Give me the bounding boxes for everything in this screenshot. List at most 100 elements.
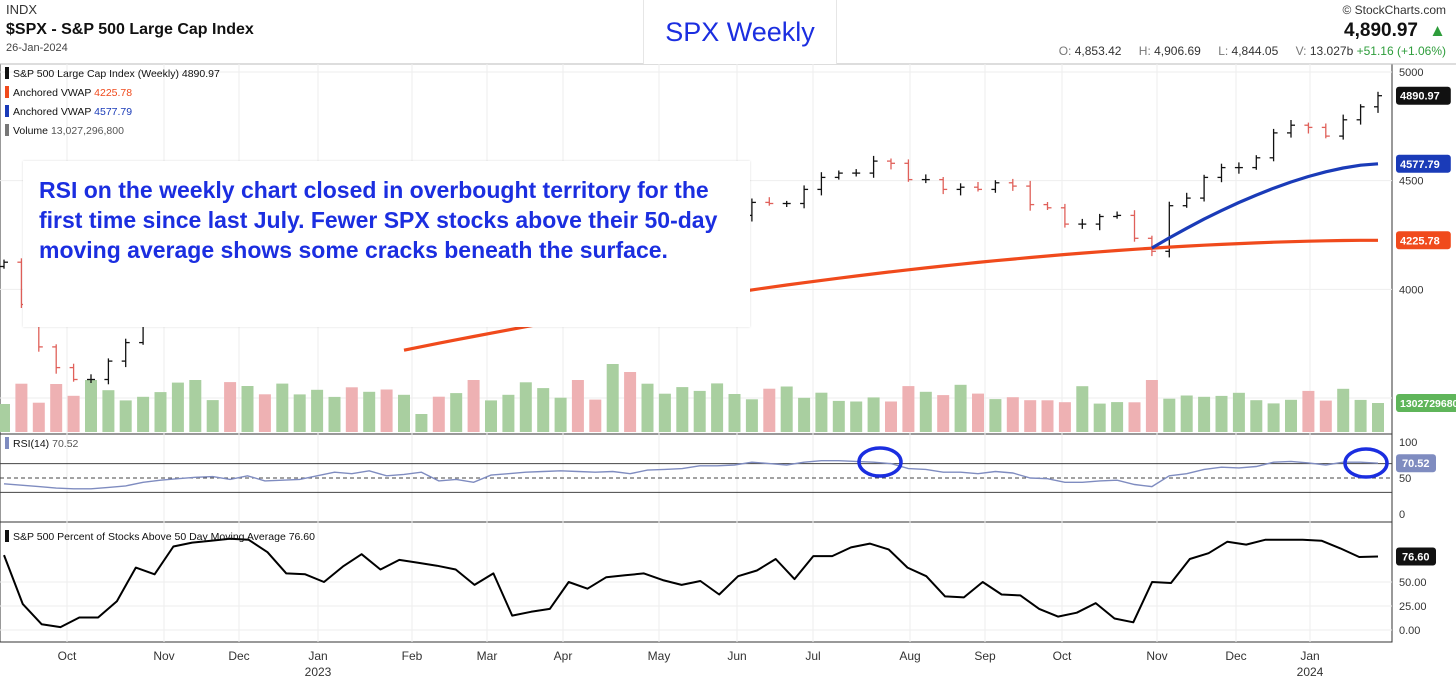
legend-vwap2-value: 4577.79 xyxy=(94,106,133,118)
volume-bar xyxy=(137,396,150,432)
volume-bar xyxy=(745,399,758,432)
volume-label: V: xyxy=(1295,44,1307,58)
volume-bar xyxy=(154,392,167,432)
vwap2-callout-bg xyxy=(1396,154,1451,173)
low-value: 4,844.05 xyxy=(1231,44,1279,58)
exchange-label: INDX xyxy=(6,2,38,17)
volume-bar xyxy=(885,401,897,432)
vwap1-callout: 4225.78 xyxy=(1400,235,1440,247)
volume-bar xyxy=(711,383,724,432)
volume-bar xyxy=(606,364,619,432)
volume-bar xyxy=(363,391,376,432)
x-axis-label: Nov xyxy=(1146,649,1167,663)
volume-bar xyxy=(1024,400,1037,432)
volume-bar xyxy=(1302,390,1315,432)
volume-bar xyxy=(1145,380,1158,432)
volume-bar xyxy=(1354,399,1367,432)
legend-breadth-label: S&P 500 Percent of Stocks Above 50 Day M… xyxy=(13,531,286,543)
volume-bar xyxy=(293,394,306,432)
legend-rsi: RSI(14) 70.52 xyxy=(5,437,78,450)
volume-bar xyxy=(328,396,341,432)
rsi-callout: 70.52 xyxy=(1402,458,1430,470)
high-label: H: xyxy=(1138,44,1151,58)
change-value: +51.16 (+1.06%) xyxy=(1356,44,1446,58)
volume-bar xyxy=(1128,402,1141,432)
volume-bar xyxy=(241,386,254,432)
x-axis-year-label: 2024 xyxy=(1297,665,1324,679)
legend-rsi-label: RSI(14) xyxy=(13,438,50,450)
legend-vwap2: Anchored VWAP 4577.79 xyxy=(5,105,132,118)
legend-price-swatch xyxy=(5,67,9,79)
volume-callout: 13027296800 xyxy=(1400,398,1456,410)
stockcharts-logo[interactable]: © StockCharts.com xyxy=(1342,3,1446,17)
volume-bar xyxy=(206,400,219,432)
last-price: 4,890.97 xyxy=(1344,20,1418,41)
x-axis-label: Apr xyxy=(554,649,573,663)
legend-breadth-value: 76.60 xyxy=(288,531,315,543)
volume-bar xyxy=(658,393,671,432)
chart-title-box: SPX Weekly xyxy=(643,0,837,64)
volume-bar xyxy=(554,397,567,432)
volume-bar xyxy=(119,400,132,432)
volume-bar xyxy=(67,395,80,432)
volume-bar xyxy=(641,383,654,432)
volume-bar xyxy=(15,383,28,432)
x-axis-label: Sep xyxy=(974,649,996,663)
x-axis-label: Jan xyxy=(1300,649,1319,663)
volume-bar xyxy=(50,384,63,432)
volume-bar xyxy=(432,396,445,432)
volume-bar xyxy=(850,401,863,432)
volume-bar xyxy=(1319,400,1332,432)
price-axis-label: 4500 xyxy=(1399,176,1423,188)
x-axis-label: Dec xyxy=(228,649,249,663)
legend-rsi-swatch xyxy=(5,437,9,449)
x-axis-label: Jul xyxy=(805,649,820,663)
volume-bar xyxy=(693,390,706,432)
volume-bar xyxy=(919,391,932,432)
ohlc-readout: O: 4,853.42 H: 4,906.69 L: 4,844.05 V: 1… xyxy=(1045,44,1446,58)
volume-callout-bg xyxy=(1396,394,1456,412)
vwap1-callout-bg xyxy=(1396,231,1451,250)
volume-bar xyxy=(1180,395,1193,432)
breadth-axis-label: 50.00 xyxy=(1399,577,1427,589)
x-axis-year-label: 2023 xyxy=(305,665,332,679)
volume-bar xyxy=(398,394,410,432)
volume-bar xyxy=(1163,398,1176,432)
volume-bar xyxy=(867,397,880,432)
legend-price: S&P 500 Large Cap Index (Weekly) 4890.97 xyxy=(5,67,220,80)
legend-breadth: S&P 500 Percent of Stocks Above 50 Day M… xyxy=(5,530,315,543)
chart-date: 26-Jan-2024 xyxy=(6,42,68,54)
volume-bar xyxy=(798,397,811,432)
volume-bar xyxy=(345,387,358,432)
annotation-box: RSI on the weekly chart closed in overbo… xyxy=(23,161,750,327)
volume-bar xyxy=(1285,399,1297,432)
volume-bar xyxy=(676,387,689,432)
open-value: 4,853.42 xyxy=(1074,44,1122,58)
price-axis-label: 5000 xyxy=(1399,67,1423,79)
x-axis-label: Dec xyxy=(1225,649,1246,663)
breadth-axis-label: 25.00 xyxy=(1399,601,1427,613)
legend-volume-value: 13,027,296,800 xyxy=(50,125,124,137)
rsi-axis-label: 100 xyxy=(1399,437,1417,449)
legend-volume-label: Volume xyxy=(13,125,49,137)
volume-bar xyxy=(1232,392,1245,432)
x-axis-label: Jun xyxy=(727,649,746,663)
volume-bar xyxy=(519,382,532,432)
volume-bar xyxy=(1111,402,1124,432)
rsi-callout-bg xyxy=(1396,454,1436,473)
volume-bar xyxy=(258,394,271,432)
volume-bar xyxy=(1076,386,1089,432)
low-label: L: xyxy=(1218,44,1229,58)
volume-bar xyxy=(937,395,950,432)
legend-price-text: S&P 500 Large Cap Index (Weekly) 4890.97 xyxy=(13,68,220,80)
volume-bar xyxy=(624,372,637,432)
rsi-line xyxy=(3,460,1379,490)
breadth-callout: 76.60 xyxy=(1402,551,1430,563)
high-value: 4,906.69 xyxy=(1154,44,1201,58)
x-axis-label: Oct xyxy=(58,649,77,663)
rsi-axis-label: 0 xyxy=(1399,509,1405,521)
x-axis-label: Feb xyxy=(402,649,423,663)
volume-bar xyxy=(1215,395,1228,432)
volume-bar xyxy=(415,414,428,432)
volume-bar xyxy=(450,393,463,432)
